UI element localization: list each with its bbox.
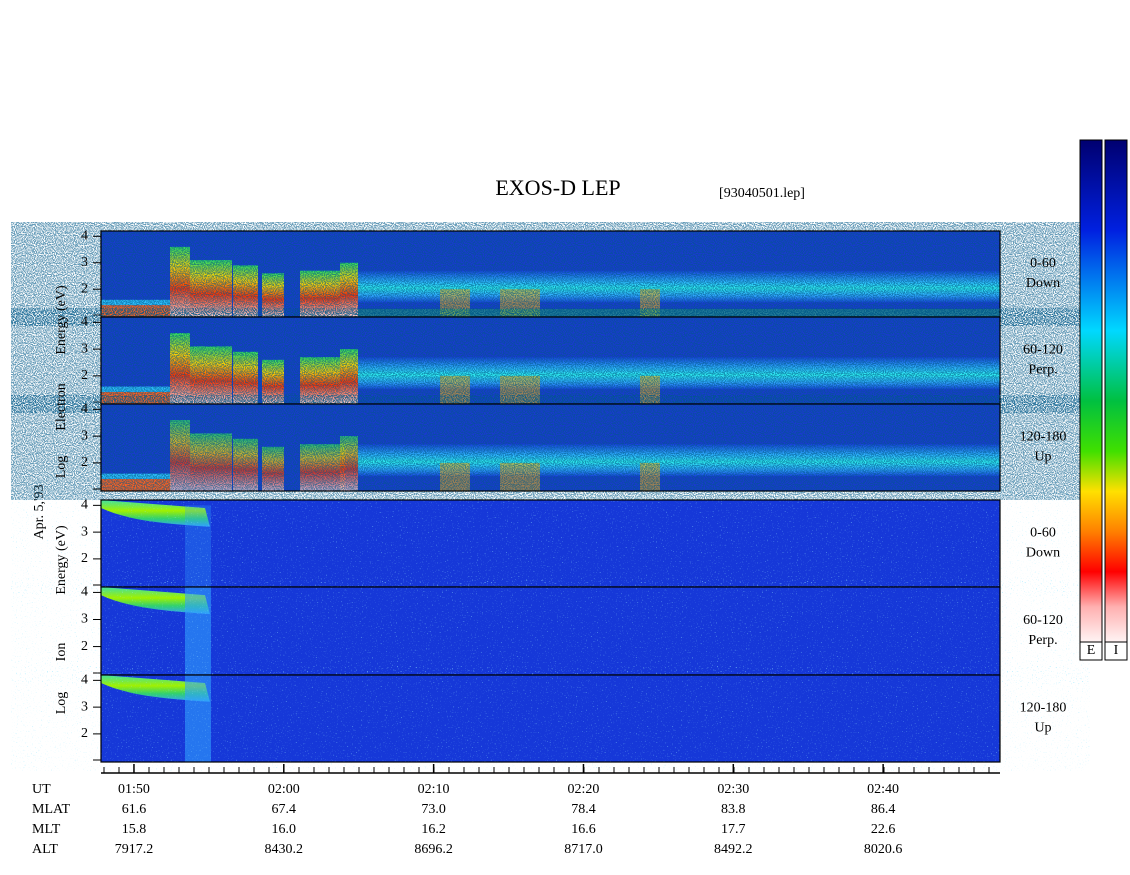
speckle <box>101 231 1000 317</box>
group-label: Electron <box>54 383 69 430</box>
orbit-value: 16.6 <box>571 822 596 837</box>
color-bar-label-box <box>1104 641 1128 661</box>
y-tick-label: 4 <box>81 229 88 244</box>
panel-label: Perp. <box>1028 363 1057 378</box>
speckle <box>101 317 1000 404</box>
speckle <box>101 500 1000 587</box>
orbit-value: 86.4 <box>871 802 896 817</box>
panel-label: 0-60 <box>1030 526 1056 541</box>
date-label: Apr. 5,'93 <box>32 484 47 539</box>
orbit-value: 8696.2 <box>414 842 453 857</box>
x-tick-label: 02:00 <box>268 782 300 797</box>
x-tick-label: 01:50 <box>118 782 150 797</box>
x-tick-label: 02:20 <box>568 782 600 797</box>
color-bar-label: E <box>1087 643 1096 658</box>
orbit-value: 8430.2 <box>265 842 304 857</box>
orbit-value: 61.6 <box>122 802 147 817</box>
color-bar <box>1079 139 1103 643</box>
panel-label: Up <box>1034 721 1051 736</box>
x-tick-label: 02:40 <box>867 782 899 797</box>
color-bar-label: I <box>1114 643 1119 658</box>
orbit-value: 7917.2 <box>115 842 154 857</box>
y-tick-label: 3 <box>81 428 88 443</box>
panel-label: Down <box>1026 546 1060 561</box>
orbit-value: 78.4 <box>571 802 596 817</box>
group-label: Log <box>54 692 69 715</box>
y-tick-label: 3 <box>81 612 88 627</box>
x-tick-label: 02:10 <box>418 782 450 797</box>
y-tick-label: 4 <box>81 673 88 688</box>
y-tick-label: 3 <box>81 699 88 714</box>
speckle <box>101 404 1000 491</box>
orbit-row-label: UT <box>32 782 51 797</box>
panel-label: 0-60 <box>1030 256 1056 271</box>
group-label: Log <box>54 456 69 479</box>
orbit-value: 17.7 <box>721 822 746 837</box>
panel-label: 120-180 <box>1020 430 1067 445</box>
color-bar <box>1104 139 1128 643</box>
y-tick-label: 3 <box>81 255 88 270</box>
orbit-row-label: MLAT <box>32 802 71 817</box>
y-tick-label: 3 <box>81 524 88 539</box>
color-bar-label-box <box>1079 641 1103 661</box>
x-tick-label: 02:30 <box>717 782 749 797</box>
panel-label: 60-120 <box>1023 343 1063 358</box>
y-tick-label: 4 <box>81 498 88 513</box>
y-tick-label: 4 <box>81 315 88 330</box>
speckle <box>101 587 1000 675</box>
y-tick-label: 2 <box>81 455 88 470</box>
orbit-value: 8492.2 <box>714 842 753 857</box>
orbit-value: 22.6 <box>871 822 896 837</box>
orbit-value: 15.8 <box>122 822 147 837</box>
file-name: [93040501.lep] <box>719 186 805 201</box>
orbit-row-label: ALT <box>32 842 58 857</box>
y-tick-label: 4 <box>81 585 88 600</box>
orbit-value: 8020.6 <box>864 842 903 857</box>
panel-label: 120-180 <box>1020 701 1067 716</box>
panel-label: Perp. <box>1028 633 1057 648</box>
orbit-value: 16.2 <box>421 822 446 837</box>
y-tick-label: 3 <box>81 341 88 356</box>
orbit-value: 67.4 <box>272 802 297 817</box>
y-tick-label: 2 <box>81 639 88 654</box>
y-tick-label: 2 <box>81 551 88 566</box>
title: EXOS-D LEP <box>495 175 620 200</box>
y-tick-label: 2 <box>81 726 88 741</box>
orbit-value: 83.8 <box>721 802 746 817</box>
speckle <box>101 675 1000 762</box>
orbit-value: 73.0 <box>421 802 446 817</box>
panel-frame <box>100 674 1001 763</box>
panel-frame <box>100 403 1001 492</box>
panel-label: Up <box>1034 450 1051 465</box>
y-tick-label: 4 <box>81 402 88 417</box>
orbit-value: 8717.0 <box>564 842 603 857</box>
y-tick-label: 2 <box>81 281 88 296</box>
y-tick-label: 2 <box>81 368 88 383</box>
panel-label: Down <box>1026 276 1060 291</box>
orbit-value: 16.0 <box>272 822 297 837</box>
panel-label: 60-120 <box>1023 613 1063 628</box>
group-label: Ion <box>54 643 69 662</box>
orbit-row-label: MLT <box>32 822 61 837</box>
group-label: Energy (eV) <box>54 525 69 595</box>
group-label: Energy (eV) <box>54 285 69 355</box>
